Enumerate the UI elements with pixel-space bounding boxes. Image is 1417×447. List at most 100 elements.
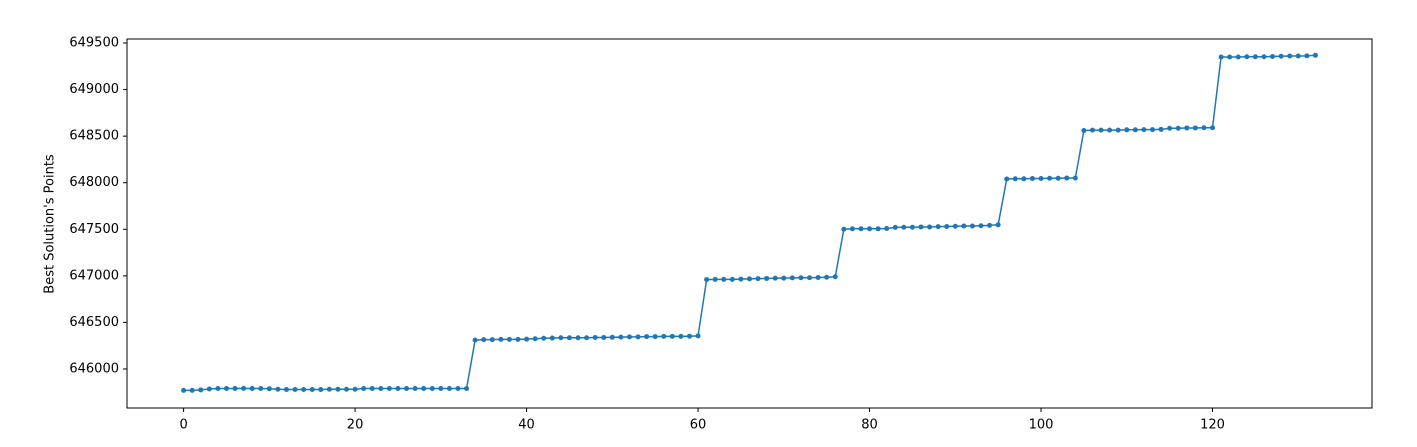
data-point <box>309 386 315 392</box>
data-point <box>575 335 581 341</box>
data-point <box>1038 176 1044 182</box>
y-tick-label: 648000 <box>69 175 119 190</box>
data-line <box>183 54 1316 392</box>
data-point <box>738 276 744 282</box>
data-point <box>832 274 838 280</box>
data-point <box>541 335 547 341</box>
data-point <box>1184 125 1190 131</box>
data-point <box>935 224 941 230</box>
data-point <box>464 386 470 392</box>
data-point <box>361 386 367 392</box>
data-point <box>961 223 967 229</box>
data-point <box>1261 54 1267 60</box>
y-axis-label: Best Solution's Points <box>43 154 58 294</box>
data-point <box>592 334 598 340</box>
data-point <box>1252 54 1258 60</box>
data-point <box>429 386 435 392</box>
data-point <box>901 224 907 230</box>
data-point <box>515 336 521 342</box>
y-tick-label: 649500 <box>69 36 119 51</box>
data-point <box>455 386 461 392</box>
data-point <box>1270 54 1276 60</box>
data-point <box>1055 175 1061 181</box>
data-point <box>1167 125 1173 131</box>
data-point <box>249 386 255 392</box>
data-point <box>1244 54 1250 60</box>
data-point <box>858 226 864 232</box>
data-point <box>1295 53 1301 59</box>
data-point <box>695 333 701 339</box>
data-point <box>352 386 358 392</box>
x-tick-label: 0 <box>179 418 187 433</box>
data-point <box>1012 176 1018 182</box>
data-point <box>927 224 933 230</box>
data-point <box>644 334 650 340</box>
data-point <box>781 275 787 281</box>
data-point <box>764 275 770 281</box>
data-point <box>867 226 873 232</box>
data-point <box>275 386 281 392</box>
data-point <box>524 336 530 342</box>
data-point <box>1158 126 1164 132</box>
data-point <box>344 386 350 392</box>
data-point <box>283 386 289 392</box>
x-tick-label: 40 <box>518 418 535 433</box>
data-point <box>969 223 975 229</box>
data-point <box>1210 125 1216 131</box>
data-point <box>755 276 761 282</box>
data-point <box>1081 128 1087 134</box>
data-point <box>532 336 538 342</box>
data-point <box>335 386 341 392</box>
data-point <box>686 333 692 339</box>
data-point <box>241 385 247 391</box>
data-point <box>1029 176 1035 182</box>
data-point <box>1115 127 1121 133</box>
data-point <box>1072 175 1078 181</box>
data-point <box>438 386 444 392</box>
data-point <box>1004 176 1010 182</box>
x-tick-label: 120 <box>1200 418 1225 433</box>
data-point <box>1304 53 1310 59</box>
data-point <box>815 275 821 281</box>
data-point <box>875 226 881 232</box>
data-point <box>884 226 890 232</box>
data-point <box>807 275 813 281</box>
data-point <box>189 387 195 393</box>
data-point <box>181 387 187 393</box>
data-point <box>849 226 855 232</box>
data-point <box>798 275 804 281</box>
data-point <box>661 333 667 339</box>
data-point <box>892 224 898 230</box>
y-tick-label: 647000 <box>69 268 119 283</box>
data-point <box>1227 54 1233 60</box>
data-point <box>292 386 298 392</box>
data-point <box>1201 125 1207 131</box>
data-point <box>704 277 710 283</box>
data-point <box>258 386 264 392</box>
x-tick-label: 100 <box>1029 418 1054 433</box>
data-point <box>909 224 915 230</box>
data-point <box>789 275 795 281</box>
data-point <box>1089 127 1095 133</box>
data-point <box>721 276 727 282</box>
data-point <box>232 386 238 392</box>
y-tick-label: 646500 <box>69 315 119 330</box>
data-point <box>944 223 950 229</box>
data-point <box>1141 127 1147 133</box>
data-point <box>601 334 607 340</box>
data-point <box>1287 53 1293 59</box>
data-point <box>223 386 229 392</box>
data-point <box>498 336 504 342</box>
data-point <box>1175 125 1181 131</box>
data-point <box>489 337 495 343</box>
data-point <box>669 333 675 339</box>
data-point <box>618 334 624 340</box>
x-tick-label: 60 <box>690 418 707 433</box>
data-point <box>378 386 384 392</box>
data-point <box>987 222 993 228</box>
data-point <box>635 334 641 340</box>
data-point <box>747 276 752 282</box>
data-point <box>626 334 632 340</box>
data-point <box>395 386 401 392</box>
